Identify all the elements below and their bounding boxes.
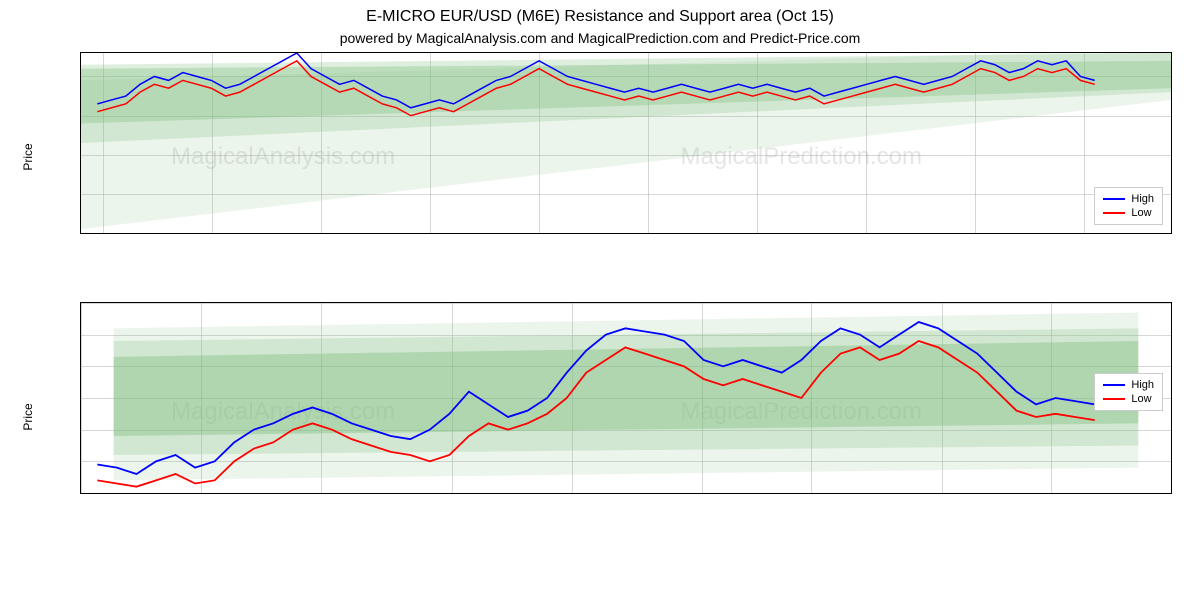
x-tick-label: 2024-05 [846, 233, 886, 234]
x-tick-label: 2024-08-15 [543, 493, 599, 494]
plot-area-top: 0.900.951.001.051.102023-032023-052023-0… [80, 52, 1172, 234]
x-tick-label: 2024-07 [955, 233, 995, 234]
x-tick-label: 2023-05 [192, 233, 232, 234]
gridline [81, 493, 1171, 494]
x-tick-label: 2024-10-15 [1023, 493, 1079, 494]
x-tick-label: 2024-06-15 [80, 493, 109, 494]
x-tick-label: 2024-09 [1064, 233, 1104, 234]
legend: High Low [1094, 373, 1163, 411]
x-tick-label: 2024-07-15 [293, 493, 349, 494]
x-tick-label: 2024-08-01 [423, 493, 479, 494]
x-tick-label: 2023-07 [301, 233, 341, 234]
legend-swatch [1103, 198, 1125, 200]
x-tick-label: 2024-09-15 [783, 493, 839, 494]
legend-swatch [1103, 212, 1125, 214]
x-tick-label: 2024-03 [737, 233, 777, 234]
x-tick-label: 2024-10-01 [914, 493, 970, 494]
x-tick-label: 2024-09-01 [674, 493, 730, 494]
x-tick-label: 2023-03 [83, 233, 123, 234]
gridline [81, 233, 1171, 234]
legend-item-low: Low [1103, 392, 1154, 406]
legend: High Low [1094, 187, 1163, 225]
chart-subtitle: powered by MagicalAnalysis.com and Magic… [0, 26, 1200, 52]
chart-svg [81, 303, 1171, 493]
x-tick-label: 2023-11 [519, 233, 559, 234]
legend-item-high: High [1103, 378, 1154, 392]
legend-label: Low [1131, 393, 1151, 405]
x-tick-label: 2024-07-01 [173, 493, 229, 494]
x-tick-label: 2024-01 [628, 233, 668, 234]
legend-label: High [1131, 379, 1154, 391]
chart-bottom: 1.071.081.091.101.111.121.132024-06-1520… [20, 302, 1180, 532]
plot-area-bottom: 1.071.081.091.101.111.121.132024-06-1520… [80, 302, 1172, 494]
chart-top: 0.900.951.001.051.102023-032023-052023-0… [20, 52, 1180, 262]
y-axis-label: Price [21, 143, 35, 170]
chart-container: E-MICRO EUR/USD (M6E) Resistance and Sup… [0, 0, 1200, 600]
gridline [1171, 303, 1172, 493]
legend-item-low: Low [1103, 206, 1154, 220]
chart-svg [81, 53, 1171, 233]
legend-label: High [1131, 193, 1154, 205]
chart-title: E-MICRO EUR/USD (M6E) Resistance and Sup… [0, 0, 1200, 26]
y-axis-label: Price [21, 403, 35, 430]
x-tick-label: 2024-11 [1151, 233, 1172, 234]
legend-item-high: High [1103, 192, 1154, 206]
legend-label: Low [1131, 207, 1151, 219]
x-tick-label: 2023-09 [410, 233, 450, 234]
x-tick-label: 2024-11-01 [1143, 493, 1172, 494]
gridline [1171, 53, 1172, 233]
legend-swatch [1103, 398, 1125, 400]
legend-swatch [1103, 384, 1125, 386]
support-resistance-band [114, 341, 1139, 436]
